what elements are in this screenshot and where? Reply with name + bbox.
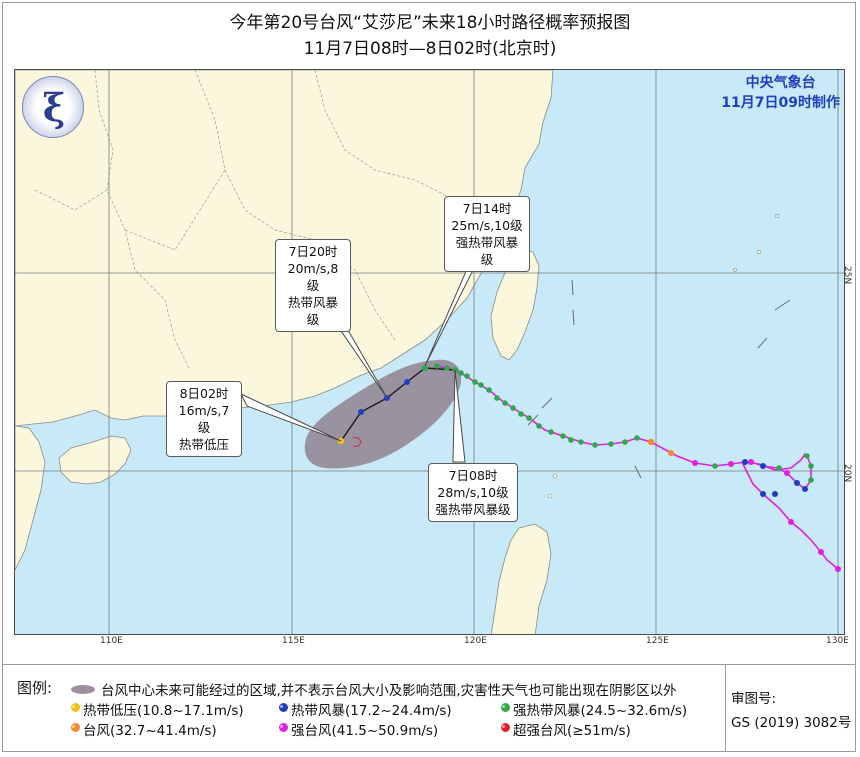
issue-time: 11月7日09时制作 [721, 95, 840, 111]
maritime-boundary [527, 279, 791, 479]
hainan-land [58, 435, 132, 485]
review-divider [725, 665, 726, 751]
map-subtitle: 11月7日08时—8日02时(北京时) [303, 39, 557, 59]
track-points-storm [742, 459, 808, 497]
legend-shade-note: 台风中心未来可能经过的区域,并不表示台风大小及影响范围,灾害性天气也可能出现在阴… [101, 683, 677, 699]
legend: 图例: 台风中心未来可能经过的区域,并不表示台风大小及影响范围,灾害性天气也可能… [2, 664, 856, 752]
luzon-land [490, 523, 552, 634]
island [733, 268, 737, 272]
callout-wind: 20m/s,8级 [287, 261, 339, 293]
legend-item: 强热带风暴(24.5~32.6m/s) [513, 703, 688, 719]
agency-block: 中央气象台 11月7日09时制作 [721, 73, 840, 113]
callout-wind: 25m/s,10级 [451, 218, 523, 233]
island [352, 437, 362, 447]
callout-8d02: 8日02时 16m/s,7级 热带低压 [166, 381, 242, 457]
lon-label-125: 125E [646, 636, 669, 646]
callout-wind: 28m/s,10级 [437, 485, 509, 500]
legend-dot-icon [279, 723, 288, 732]
legend-item: 超强台风(≥51m/s) [513, 723, 631, 739]
legend-dot-icon [71, 723, 80, 732]
track-points-severe-storm [434, 363, 814, 483]
legend-dot-icon [501, 703, 510, 712]
legend-dot-icon [501, 723, 510, 732]
island [775, 214, 779, 218]
legend-dot-icon [279, 703, 288, 712]
callout-grade: 热带风暴级 [287, 295, 338, 327]
legend-title: 图例: [17, 679, 53, 697]
callout-7d20: 7日20时 20m/s,8级 热带风暴级 [275, 239, 351, 332]
cma-logo: ξ [22, 76, 84, 138]
callout-grade: 强热带风暴级 [455, 235, 519, 267]
track-points-strong-typhoon [692, 459, 841, 572]
forecast-track [340, 367, 456, 442]
legend-item: 台风(32.7~41.4m/s) [83, 723, 217, 739]
map-area: 110E 115E 120E 125E [14, 69, 845, 635]
callout-time: 7日14时 [462, 201, 512, 216]
callout-time: 8日02时 [179, 386, 229, 401]
logo-mark-icon: ξ [42, 85, 66, 130]
lat-label-20: 20N [842, 464, 852, 483]
shade-swatch-icon [71, 685, 95, 694]
legend-item: 热带风暴(17.2~24.4m/s) [291, 703, 452, 719]
island [547, 493, 553, 499]
island [552, 473, 558, 479]
callout-7d14: 7日14时 25m/s,10级 强热带风暴级 [444, 196, 530, 272]
lon-axis: 110E 115E 120E 125E 130E [0, 636, 860, 648]
review-label: 审图号: [731, 691, 777, 707]
callout-leaders [239, 245, 486, 463]
lat-label-25: 25N [842, 266, 852, 285]
callout-7d08: 7日08时 28m/s,10级 强热带风暴级 [428, 463, 518, 522]
lon-label-115: 115E [282, 636, 305, 646]
taiwan-land [490, 247, 540, 361]
past-track [436, 365, 839, 570]
callout-grade: 强热带风暴级 [435, 502, 511, 517]
callout-grade: 热带低压 [178, 437, 229, 452]
callout-wind: 16m/s,7级 [178, 403, 230, 435]
graticule [15, 70, 844, 634]
lon-label-130: 130E [826, 636, 849, 646]
agency-name: 中央气象台 [745, 75, 816, 91]
legend-dot-icon [71, 703, 80, 712]
island [757, 250, 761, 254]
indochina-land [15, 425, 46, 571]
lon-label-120: 120E [464, 636, 487, 646]
callout-time: 7日20时 [288, 244, 338, 259]
legend-item: 强台风(41.5~50.9m/s) [291, 723, 439, 739]
track-points-typhoon [647, 438, 674, 456]
map-title: 今年第20号台风“艾莎尼”未来18小时路径概率预报图 [229, 13, 631, 33]
lon-label-110: 110E [100, 636, 123, 646]
legend-item: 热带低压(10.8~17.1m/s) [83, 703, 244, 719]
map-canvas: 110E 115E 120E 125E [15, 70, 844, 634]
review-number: GS (2019) 3082号 [731, 715, 852, 731]
callout-time: 7日08时 [448, 468, 498, 483]
